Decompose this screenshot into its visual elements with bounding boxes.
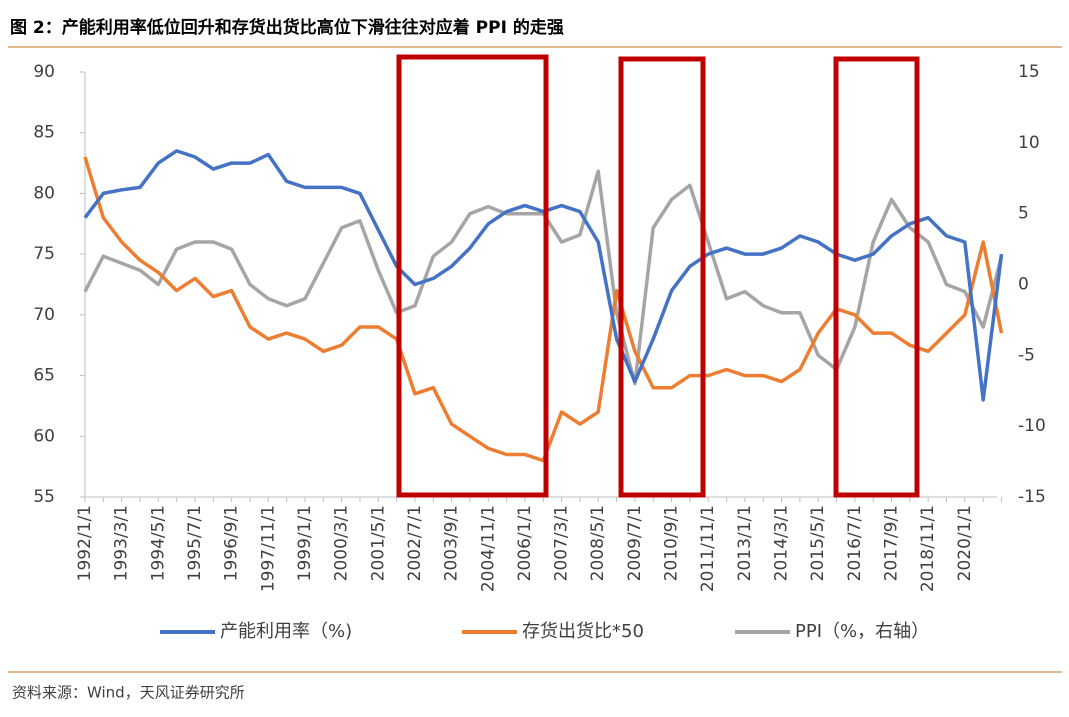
x-tick-label: 2004/11/1	[478, 505, 498, 592]
x-tick-label: 1994/5/1	[148, 505, 168, 581]
highlight-boxes	[396, 54, 920, 498]
x-tick-label: 2009/7/1	[625, 505, 645, 581]
legend-label: PPI（%，右轴）	[795, 621, 929, 642]
x-tick-label: 2015/5/1	[808, 505, 828, 581]
x-tick-label: 2003/9/1	[442, 505, 462, 581]
x-tick-label: 2020/1/1	[955, 505, 975, 581]
x-tick-label: 2016/7/1	[845, 505, 865, 581]
highlight-box	[833, 56, 920, 498]
y-tick-label: 85	[33, 123, 55, 143]
plot-area: 55 60 65 70 75 80 85 90 -15 -10 -5 0 5 10 15 1992/1/1 19…	[33, 62, 1045, 642]
x-tick-label: 2008/5/1	[588, 505, 608, 581]
y2-tick-label: -5	[1018, 345, 1035, 365]
x-tick-label: 1997/11/1	[258, 505, 278, 592]
x-tick-label: 2010/9/1	[662, 505, 682, 581]
y2-tick-label: 5	[1018, 204, 1029, 224]
series-line	[83, 156, 1004, 463]
y2-tick-label: -15	[1018, 487, 1046, 507]
x-tick-label: 2000/3/1	[332, 505, 352, 581]
source-note: 资料来源：Wind，天风证券研究所	[12, 684, 245, 702]
y-tick-label: 65	[33, 366, 55, 386]
y-tick-label: 60	[33, 426, 55, 446]
series-line	[83, 169, 1004, 386]
series-line	[83, 149, 1004, 402]
y2-tick-label: 0	[1018, 275, 1029, 295]
x-tick-label: 2006/1/1	[515, 505, 535, 581]
chart-title: 图 2：产能利用率低位回升和存货出货比高位下滑往往对应着 PPI 的走强	[10, 17, 564, 38]
y-tick-label: 90	[33, 62, 55, 82]
y2-tick-label: -10	[1018, 416, 1046, 436]
x-tick-label: 2018/11/1	[918, 505, 938, 592]
y-tick-label: 55	[33, 487, 55, 507]
y2-tick-label: 15	[1018, 62, 1040, 82]
y2-tick-label: 10	[1018, 133, 1040, 153]
y-tick-label: 75	[33, 244, 55, 264]
x-tick-label: 1999/1/1	[295, 505, 315, 581]
highlight-box	[396, 54, 549, 498]
x-tick-label: 1996/9/1	[222, 505, 242, 581]
x-tick-label: 2002/7/1	[405, 505, 425, 581]
highlight-box	[618, 56, 706, 498]
y-tick-label: 80	[33, 183, 55, 203]
y-tick-label: 70	[33, 305, 55, 325]
x-tick-label: 1995/7/1	[185, 505, 205, 581]
legend-label: 产能利用率（%)	[220, 621, 352, 642]
x-tick-label: 2011/11/1	[698, 505, 718, 592]
x-tick-label: 2014/3/1	[772, 505, 792, 581]
x-tick-label: 1993/3/1	[112, 505, 132, 581]
x-tick-label: 2013/1/1	[735, 505, 755, 581]
x-tick-label: 2007/3/1	[552, 505, 572, 581]
x-tick-label: 1992/1/1	[75, 505, 95, 581]
legend-label: 存货出货比*50	[522, 621, 644, 642]
x-tick-label: 2001/5/1	[368, 505, 388, 581]
x-tick-label: 2017/9/1	[882, 505, 902, 581]
